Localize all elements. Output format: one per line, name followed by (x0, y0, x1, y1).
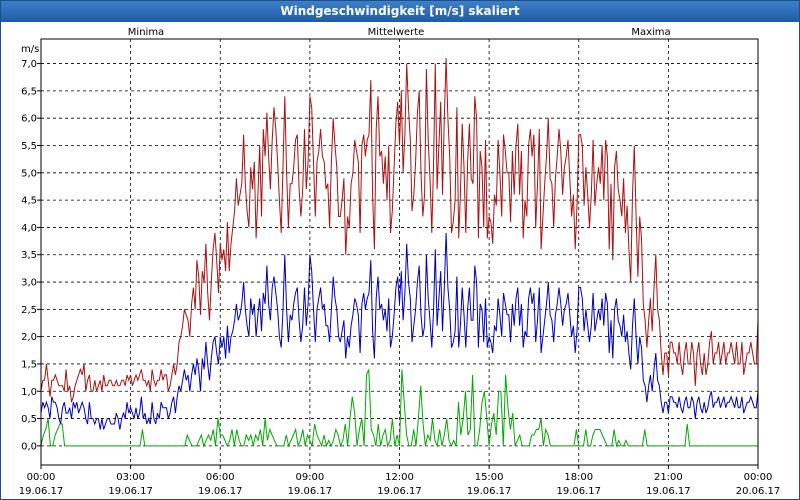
y-tick-label: 6,5 (21, 86, 37, 97)
series-line-minima (40, 369, 758, 448)
x-tick-date: 19.06.17 (288, 486, 333, 497)
y-tick-label: 1,0 (21, 387, 37, 398)
y-tick-label: 2,5 (21, 305, 37, 316)
x-tick-date: 20.06.17 (736, 486, 781, 497)
y-tick-label: 0,0 (21, 441, 37, 452)
x-tick-time: 09:00 (295, 472, 324, 483)
x-tick-time: 21:00 (654, 472, 683, 483)
y-tick-label: 5,5 (21, 141, 37, 152)
x-tick-date: 19.06.17 (467, 486, 512, 497)
series-line-maxima (40, 58, 759, 403)
legend-mittelwerte: Mittelwerte (368, 27, 425, 38)
series (40, 58, 759, 448)
x-tick-date: 19.06.17 (646, 486, 691, 497)
x-tick-time: 06:00 (206, 472, 235, 483)
y-tick-label: 5,0 (21, 168, 37, 179)
y-tick-label: 4,5 (21, 196, 37, 207)
y-tick-label: 4,0 (21, 223, 37, 234)
grid (41, 39, 758, 465)
y-tick-label: 3,0 (21, 278, 37, 289)
x-tick-date: 19.06.17 (556, 486, 601, 497)
series-line-mittelwerte (40, 232, 759, 430)
x-tick-date: 19.06.17 (19, 486, 64, 497)
x-tick-date: 19.06.17 (108, 486, 153, 497)
x-tick-time: 03:00 (116, 472, 145, 483)
x-tick-date: 19.06.17 (377, 486, 422, 497)
x-tick-time: 00:00 (27, 472, 56, 483)
window-title: Windgeschwindigkeit [m/s] skaliert (1, 1, 799, 22)
x-axis: 00:00 19.06.17 03:00 19.06.17 06:00 19.06.17 0… (19, 465, 781, 497)
y-tick-label: 0,5 (21, 414, 37, 425)
y-tick-label: 6,0 (21, 114, 37, 125)
wind-speed-chart: 0,0 0,5 1,0 1,5 2,0 2,5 3,0 3,5 4,0 4,5 5,0 5,5 6,0 6… (19, 27, 781, 497)
legend-maxima: Maxima (631, 27, 670, 38)
x-tick-time: 18:00 (564, 472, 593, 483)
y-tick-label: 7,0 (21, 59, 37, 70)
y-tick-label: 3,5 (21, 250, 37, 261)
y-tick-label: 2,0 (21, 332, 37, 343)
x-tick-time: 00:00 (744, 472, 773, 483)
y-tick-label: 1,5 (21, 359, 37, 370)
y-axis-label: m/s (21, 44, 39, 55)
x-tick-date: 19.06.17 (198, 486, 243, 497)
x-tick-time: 15:00 (475, 472, 504, 483)
legend-minima: Minima (128, 27, 164, 38)
y-axis: 0,0 0,5 1,0 1,5 2,0 2,5 3,0 3,5 4,0 4,5 5,0 5,5 6,0 6… (21, 59, 41, 452)
x-tick-time: 12:00 (385, 472, 414, 483)
legend: Minima Mittelwerte Maxima (128, 27, 671, 38)
plot-frame (40, 38, 759, 466)
